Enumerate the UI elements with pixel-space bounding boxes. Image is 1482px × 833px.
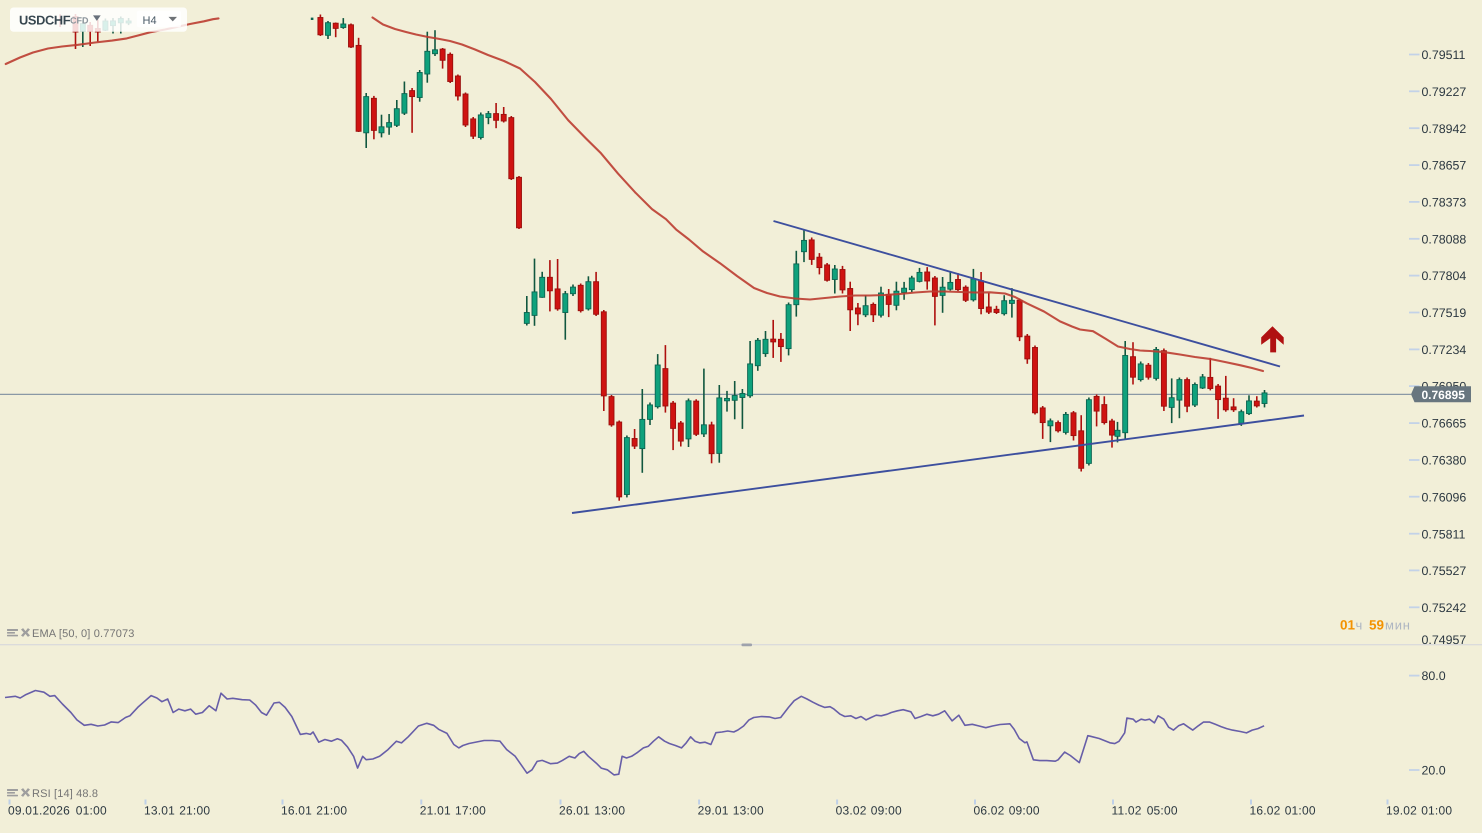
svg-text:0.78088: 0.78088: [1422, 232, 1467, 246]
svg-text:H4: H4: [143, 15, 157, 27]
svg-text:RSI [14] 48.8: RSI [14] 48.8: [32, 788, 98, 800]
svg-text:01:00: 01:00: [1285, 804, 1316, 818]
svg-text:0.76380: 0.76380: [1422, 454, 1467, 468]
svg-text:0.76665: 0.76665: [1422, 417, 1467, 431]
svg-text:0.77519: 0.77519: [1422, 306, 1467, 320]
svg-text:0.78657: 0.78657: [1422, 159, 1467, 173]
svg-text:мин: мин: [1385, 618, 1411, 633]
svg-text:13:00: 13:00: [733, 804, 764, 818]
svg-text:EMA [50, 0] 0.77073: EMA [50, 0] 0.77073: [32, 628, 135, 640]
svg-text:01:00: 01:00: [1421, 804, 1452, 818]
svg-text:0.76895: 0.76895: [1422, 388, 1466, 402]
svg-text:13.01: 13.01: [144, 804, 175, 818]
svg-text:16.01: 16.01: [281, 804, 312, 818]
svg-text:0.79227: 0.79227: [1422, 85, 1467, 99]
svg-text:0.75527: 0.75527: [1422, 564, 1467, 578]
svg-text:13:00: 13:00: [594, 804, 625, 818]
svg-text:09:00: 09:00: [871, 804, 902, 818]
svg-text:19.02: 19.02: [1386, 804, 1417, 818]
svg-text:0.76096: 0.76096: [1422, 490, 1467, 504]
svg-text:0.79511: 0.79511: [1422, 48, 1466, 62]
svg-text:80.0: 80.0: [1422, 669, 1446, 683]
svg-text:26.01: 26.01: [559, 804, 590, 818]
svg-text:09:00: 09:00: [1009, 804, 1040, 818]
svg-text:21:00: 21:00: [179, 804, 210, 818]
svg-text:01:00: 01:00: [76, 804, 107, 818]
svg-text:17:00: 17:00: [455, 804, 486, 818]
svg-text:21.01: 21.01: [420, 804, 451, 818]
svg-text:11.02: 11.02: [1112, 804, 1142, 818]
svg-text:0.74957: 0.74957: [1422, 633, 1467, 647]
svg-text:0.78373: 0.78373: [1422, 196, 1467, 210]
svg-text:09.01.2026: 09.01.2026: [8, 804, 70, 818]
svg-text:06.02: 06.02: [974, 804, 1005, 818]
svg-text:0.75811: 0.75811: [1422, 527, 1466, 541]
svg-text:59: 59: [1369, 618, 1384, 633]
svg-text:03.02: 03.02: [836, 804, 867, 818]
svg-text:16.02: 16.02: [1250, 804, 1281, 818]
svg-text:05:00: 05:00: [1147, 804, 1178, 818]
svg-text:0.77804: 0.77804: [1422, 269, 1467, 283]
svg-text:0.75242: 0.75242: [1422, 601, 1467, 615]
svg-text:ч: ч: [1356, 618, 1363, 633]
svg-text:21:00: 21:00: [316, 804, 347, 818]
svg-text:USDCHF: USDCHF: [19, 13, 71, 28]
svg-text:01: 01: [1340, 618, 1356, 633]
svg-text:0.78942: 0.78942: [1422, 122, 1467, 136]
svg-text:29.01: 29.01: [698, 804, 729, 818]
svg-text:20.0: 20.0: [1422, 764, 1446, 778]
svg-text:CFD: CFD: [70, 16, 89, 26]
svg-text:0.77234: 0.77234: [1422, 343, 1467, 357]
